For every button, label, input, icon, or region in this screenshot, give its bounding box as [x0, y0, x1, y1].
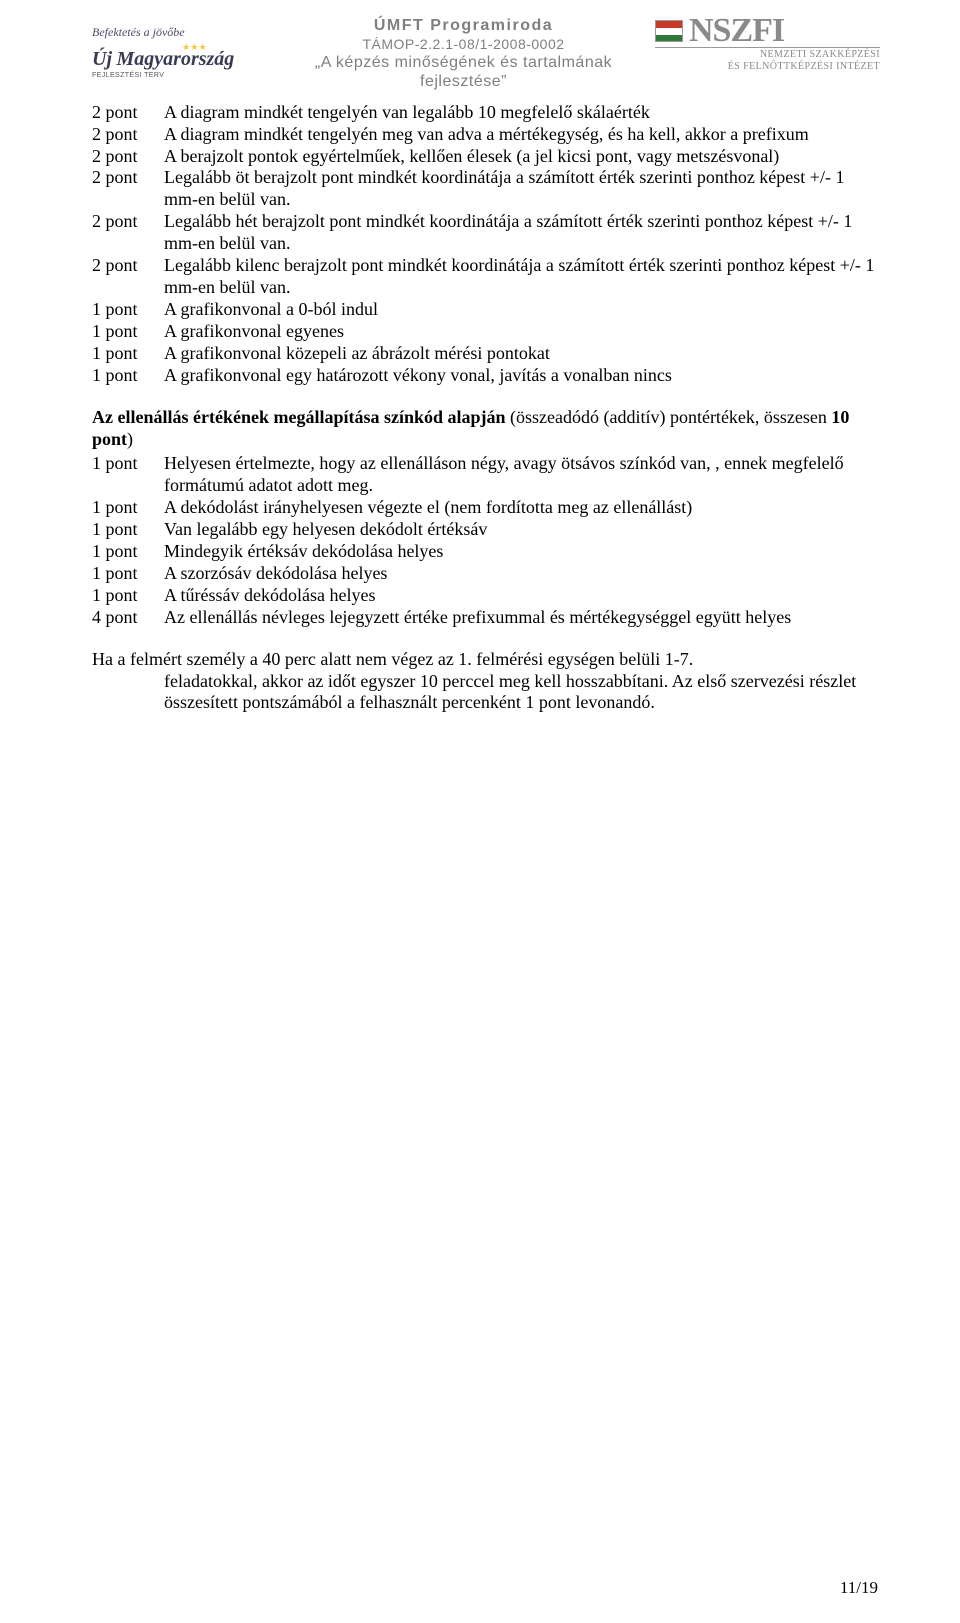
- score-entry: 1 pontA grafikonvonal egyenes: [92, 321, 880, 343]
- left-title: Új Magyarország: [92, 49, 272, 71]
- points: 2 pont: [92, 255, 164, 277]
- points: 1 pont: [92, 497, 164, 519]
- criterion-text: A dekódolást irányhelyesen végezte el (n…: [164, 497, 880, 519]
- criterion-text: A szorzósáv dekódolása helyes: [164, 563, 880, 585]
- points: 2 pont: [92, 124, 164, 146]
- program-office: ÚMFT Programiroda: [272, 16, 655, 36]
- closing-rest: feladatokkal, akkor az időt egyszer 10 p…: [92, 671, 880, 715]
- points: 1 pont: [92, 519, 164, 541]
- criterion-text: A grafikonvonal egyenes: [164, 321, 880, 343]
- page-header: Befektetés a jövőbe ★ ★ ★ Új Magyarorszá…: [92, 16, 880, 92]
- title-end: ): [127, 429, 133, 449]
- criterion-text: Legalább kilenc berajzolt pont mindkét k…: [164, 255, 880, 299]
- points: 2 pont: [92, 146, 164, 168]
- points: 1 pont: [92, 299, 164, 321]
- points: 2 pont: [92, 211, 164, 233]
- criterion-text: A grafikonvonal egy határozott vékony vo…: [164, 365, 880, 387]
- title-bold: Az ellenállás értékének megállapítása sz…: [92, 407, 506, 427]
- score-entry: 2 pontLegalább öt berajzolt pont mindkét…: [92, 167, 880, 211]
- score-entry: 2 pontA diagram mindkét tengelyén meg va…: [92, 124, 880, 146]
- points: 4 pont: [92, 607, 164, 629]
- program-title-1: „A képzés minőségének és tartalmának: [272, 53, 655, 73]
- program-code: TÁMOP-2.2.1-08/1-2008-0002: [272, 36, 655, 53]
- score-entry: 2 pontA diagram mindkét tengelyén van le…: [92, 102, 880, 124]
- header-center: ÚMFT Programiroda TÁMOP-2.2.1-08/1-2008-…: [272, 16, 655, 92]
- logo-left: Befektetés a jövőbe ★ ★ ★ Új Magyarorszá…: [92, 16, 272, 90]
- logo-right: NSZFI NEMZETI SZAKKÉPZÉSI ÉS FELNŐTTKÉPZ…: [655, 16, 880, 76]
- points: 1 pont: [92, 321, 164, 343]
- points: 2 pont: [92, 102, 164, 124]
- score-entry: 1 pontA szorzósáv dekódolása helyes: [92, 563, 880, 585]
- points: 1 pont: [92, 365, 164, 387]
- score-entry: 1 pontHelyesen értelmezte, hogy az ellen…: [92, 453, 880, 497]
- score-entry: 1 pontA grafikonvonal közepeli az ábrázo…: [92, 343, 880, 365]
- criterion-text: A berajzolt pontok egyértelműek, kellően…: [164, 146, 880, 168]
- criterion-text: Legalább öt berajzolt pont mindkét koord…: [164, 167, 880, 211]
- flag-icon: [655, 20, 683, 42]
- score-entry: 2 pontLegalább kilenc berajzolt pont min…: [92, 255, 880, 299]
- criterion-text: Helyesen értelmezte, hogy az ellenálláso…: [164, 453, 880, 497]
- score-entry: 1 pontA grafikonvonal egy határozott vék…: [92, 365, 880, 387]
- score-entry: 1 pontA dekódolást irányhelyesen végezte…: [92, 497, 880, 519]
- nszfi-sub1: NEMZETI SZAKKÉPZÉSI: [655, 47, 880, 61]
- program-title-2: fejlesztése”: [272, 72, 655, 92]
- nszfi-top: NSZFI: [655, 16, 880, 47]
- score-entry: 1 pontMindegyik értéksáv dekódolása hely…: [92, 541, 880, 563]
- left-subtitle: FEJLESZTÉSI TERV: [92, 72, 272, 81]
- points: 1 pont: [92, 453, 164, 475]
- points: 1 pont: [92, 541, 164, 563]
- score-entry: 1 pontVan legalább egy helyesen dekódolt…: [92, 519, 880, 541]
- section2: 1 pontHelyesen értelmezte, hogy az ellen…: [92, 453, 880, 629]
- nszfi-sub2: ÉS FELNŐTTKÉPZÉSI INTÉZET: [655, 61, 880, 73]
- nszfi-brand: NSZFI: [689, 16, 784, 47]
- points: 1 pont: [92, 343, 164, 365]
- criterion-text: Az ellenállás névleges lejegyzett értéke…: [164, 607, 880, 629]
- criterion-text: Legalább hét berajzolt pont mindkét koor…: [164, 211, 880, 255]
- closing-paragraph: Ha a felmért személy a 40 perc alatt nem…: [92, 649, 880, 715]
- criterion-text: Mindegyik értéksáv dekódolása helyes: [164, 541, 880, 563]
- left-tagline: Befektetés a jövőbe: [92, 25, 272, 40]
- criterion-text: A diagram mindkét tengelyén van legalább…: [164, 102, 880, 124]
- closing-line1: Ha a felmért személy a 40 perc alatt nem…: [92, 649, 880, 671]
- section1: 2 pontA diagram mindkét tengelyén van le…: [92, 102, 880, 387]
- criterion-text: A diagram mindkét tengelyén meg van adva…: [164, 124, 880, 146]
- title-rest: (összeadódó (additív) pontértékek, össze…: [506, 407, 832, 427]
- criterion-text: A tűréssáv dekódolása helyes: [164, 585, 880, 607]
- score-entry: 2 pontA berajzolt pontok egyértelműek, k…: [92, 146, 880, 168]
- section2-title: Az ellenállás értékének megállapítása sz…: [92, 407, 880, 451]
- points: 2 pont: [92, 167, 164, 189]
- points: 1 pont: [92, 585, 164, 607]
- criterion-text: Van legalább egy helyesen dekódolt érték…: [164, 519, 880, 541]
- score-entry: 4 pontAz ellenállás névleges lejegyzett …: [92, 607, 880, 629]
- points: 1 pont: [92, 563, 164, 585]
- score-entry: 1 pontA grafikonvonal a 0-ból indul: [92, 299, 880, 321]
- criterion-text: A grafikonvonal közepeli az ábrázolt mér…: [164, 343, 880, 365]
- score-entry: 2 pontLegalább hét berajzolt pont mindké…: [92, 211, 880, 255]
- page-number: 11/19: [840, 1578, 878, 1599]
- criterion-text: A grafikonvonal a 0-ból indul: [164, 299, 880, 321]
- content: 2 pontA diagram mindkét tengelyén van le…: [92, 102, 880, 715]
- score-entry: 1 pontA tűréssáv dekódolása helyes: [92, 585, 880, 607]
